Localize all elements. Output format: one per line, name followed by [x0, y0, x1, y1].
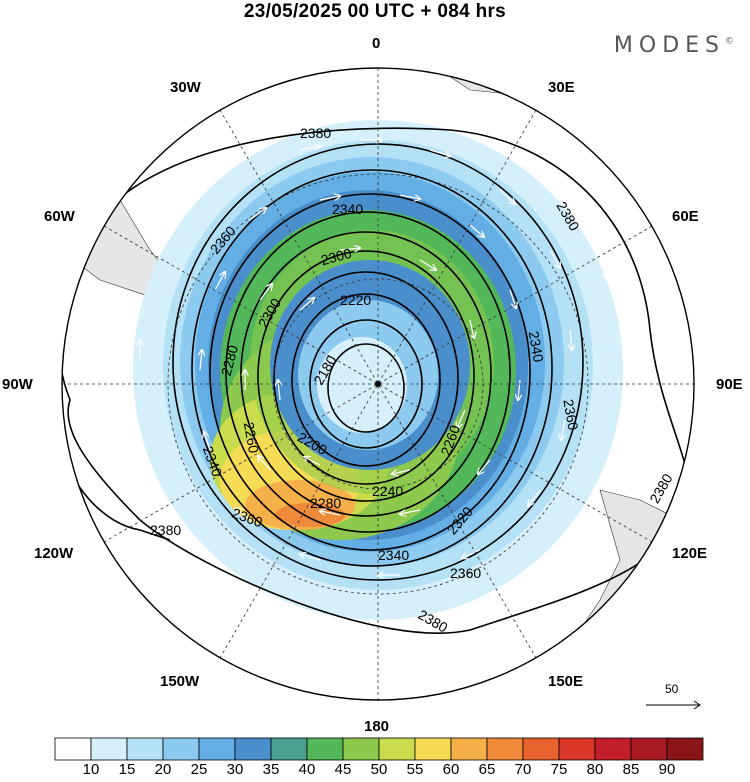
lon-label-90w: 90W: [2, 376, 33, 393]
reference-vector-label: 50: [665, 682, 679, 696]
contour-label: 2340: [378, 547, 409, 563]
colorbar-tick-label: 80: [586, 761, 604, 778]
colorbar-tick-label: 55: [406, 761, 424, 778]
reference-vector-arrow: [646, 700, 701, 710]
colorbar-tick-label: 15: [118, 761, 136, 778]
colorbar-tick-label: 90: [658, 761, 676, 778]
lon-label-60w: 60W: [44, 208, 75, 225]
wind-arrows: [140, 140, 631, 601]
contour-label: 2380: [150, 522, 181, 538]
colorbar-tick-label: 60: [442, 761, 460, 778]
colorbar-tick-label: 45: [334, 761, 352, 778]
contour-label: 2360: [560, 398, 581, 432]
lon-label-150w: 150W: [160, 673, 200, 690]
contour-label: 2300: [319, 245, 353, 269]
lon-label-120w: 120W: [34, 545, 74, 562]
contour-label: 2380: [300, 125, 331, 141]
colorbar-tick-label: 10: [82, 761, 100, 778]
lon-label-30w: 30W: [170, 79, 201, 96]
colorbar-tick-label: 85: [622, 761, 640, 778]
lon-label-150e: 150E: [548, 673, 584, 690]
colorbar-tick-label: 65: [478, 761, 496, 778]
lon-label-0: 0: [372, 35, 381, 52]
logo-text: MODES: [613, 33, 725, 58]
lon-label-180: 180: [364, 718, 390, 735]
colorbar-tick-label: 25: [190, 761, 208, 778]
map-title: 23/05/2025 00 UTC + 084 hrs: [243, 1, 507, 22]
colorbar-tick-label: 35: [262, 761, 280, 778]
graticule: [62, 68, 694, 700]
contour-label: 2240: [372, 483, 403, 499]
lon-label-120e: 120E: [672, 545, 708, 562]
contour-label: 2280: [310, 495, 341, 511]
contour-label: 2280: [218, 343, 242, 377]
colorbar-tick-label: 50: [370, 761, 388, 778]
colorbar-tick-label: 75: [550, 761, 568, 778]
contour-label: 2360: [450, 565, 481, 581]
colorbar-tick-label: 30: [226, 761, 244, 778]
lon-label-60e: 60E: [672, 208, 699, 225]
contour-label: 2260: [241, 421, 262, 455]
lon-label-30e: 30E: [548, 79, 575, 96]
colorbar-tick-label: 70: [514, 761, 532, 778]
map-boundary: [61, 67, 695, 701]
pole-marker: [375, 381, 381, 387]
modes-logo: MODES©: [614, 33, 734, 58]
contour-label: 2340: [526, 330, 547, 364]
contour-label: 2340: [332, 201, 363, 217]
lon-label-90e: 90E: [716, 376, 743, 393]
colorbar-tick-label: 40: [298, 761, 316, 778]
contour-label: 2220: [340, 292, 371, 308]
logo-mark: ©: [725, 36, 734, 47]
colorbar-tick-label: 20: [154, 761, 172, 778]
